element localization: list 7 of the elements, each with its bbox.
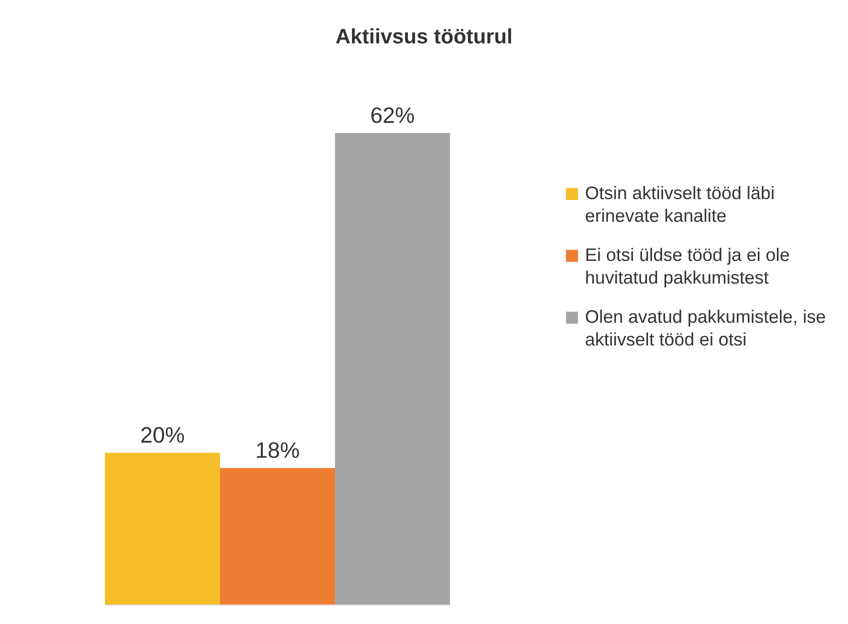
data-label: 18% bbox=[256, 442, 299, 458]
legend-label: Ei otsi üldse tööd ja ei ole huvitatud pakkumistest bbox=[586, 248, 789, 288]
legend-label: Olen avatud pakkumistele, ise aktiivselt tööd ei otsi bbox=[586, 310, 826, 346]
data-label: 20% bbox=[141, 427, 184, 443]
chart-title: Aktiivsus tööturul bbox=[336, 28, 512, 44]
data-label: 62% bbox=[371, 107, 414, 124]
legend-label: Otsin aktiivselt tööd läbi erinevate kanalite bbox=[586, 186, 774, 222]
